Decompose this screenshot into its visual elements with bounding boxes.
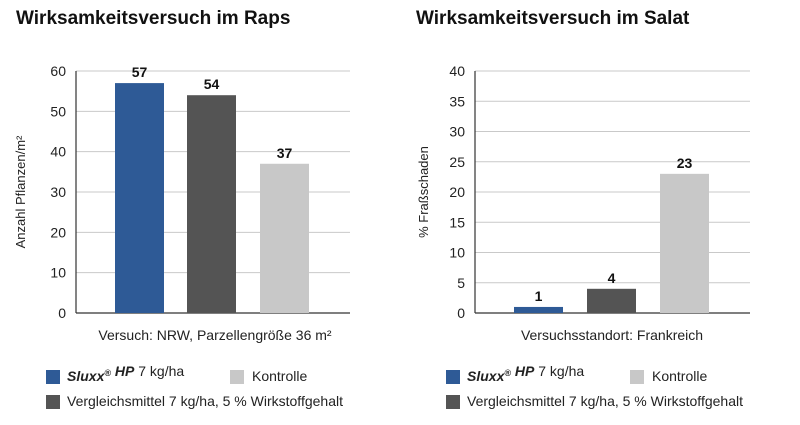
chart2-legend-swatch-control [630, 370, 644, 384]
chart1-legend-control: Kontrolle [252, 368, 307, 384]
chart2-y-axis-label: % Fraßschaden [416, 146, 431, 238]
chart2-legend-brand-suffix: HP [511, 363, 535, 379]
chart2-data-label: 23 [677, 155, 693, 171]
chart2-ytick-label: 25 [449, 154, 465, 170]
chart2-bar [660, 173, 709, 313]
chart1-ytick-label: 10 [50, 265, 66, 281]
chart1-bar [115, 83, 164, 313]
chart2-legend-sluxx: Sluxx® HP 7 kg/ha [467, 363, 584, 384]
chart1-title: Wirksamkeitsversuch im Raps [16, 8, 290, 29]
chart2-ytick-label: 35 [449, 93, 465, 109]
chart1-ytick-label: 50 [50, 103, 66, 119]
chart2-ytick-label: 20 [449, 184, 465, 200]
chart2-legend-swatch-sluxx [446, 370, 460, 384]
chart2-ytick-label: 10 [449, 245, 465, 261]
chart2-legend-brand-rate: 7 kg/ha [534, 363, 584, 379]
chart1-ytick-label: 30 [50, 184, 66, 200]
chart2-data-label: 1 [535, 288, 543, 304]
chart2-ytick-label: 0 [457, 305, 465, 321]
chart1-legend-brand-rate: 7 kg/ha [134, 363, 184, 379]
chart1-legend-brand-name: Sluxx [67, 368, 106, 384]
chart1-ytick-label: 40 [50, 144, 66, 160]
chart1-data-label: 37 [277, 145, 293, 161]
chart1-x-axis-label: Versuch: NRW, Parzellengröße 36 m² [98, 327, 332, 343]
chart2-legend-control: Kontrolle [652, 368, 707, 384]
chart2-legend-brand-mark: ® [504, 368, 511, 378]
chart1-legend-comparison: Vergleichsmittel 7 kg/ha, 5 % Wirkstoffg… [67, 393, 343, 409]
chart1-legend-brand-suffix: HP [111, 363, 135, 379]
chart1-bar [260, 163, 309, 313]
chart1-y-axis-label: Anzahl Pflanzen/m² [13, 135, 28, 248]
chart1-data-label: 54 [204, 76, 220, 92]
chart1-ytick-label: 60 [50, 63, 66, 79]
chart2-ytick-label: 30 [449, 124, 465, 140]
chart1-ytick-label: 0 [58, 305, 66, 321]
chart2-bar [514, 306, 563, 313]
chart2-x-axis-label: Versuchsstandort: Frankreich [521, 327, 703, 343]
chart1-legend-sluxx: Sluxx® HP 7 kg/ha [67, 363, 184, 384]
chart1-legend-swatch-sluxx [46, 370, 60, 384]
chart2-legend-brand-name: Sluxx [467, 368, 506, 384]
chart2-ytick-label: 15 [449, 214, 465, 230]
chart2-bar [587, 288, 636, 313]
chart1-ytick-label: 20 [50, 224, 66, 240]
chart2-ytick-label: 5 [457, 275, 465, 291]
chart2-ytick-label: 40 [449, 63, 465, 79]
chart2-legend-comparison: Vergleichsmittel 7 kg/ha, 5 % Wirkstoffg… [467, 393, 743, 409]
chart1-data-label: 57 [132, 64, 148, 80]
chart2-title: Wirksamkeitsversuch im Salat [416, 8, 690, 29]
chart1-bar [187, 95, 236, 313]
chart1-legend-swatch-control [230, 370, 244, 384]
chart1-legend-swatch-comparison [46, 395, 60, 409]
chart1-legend-brand-mark: ® [104, 368, 111, 378]
chart2-legend-swatch-comparison [446, 395, 460, 409]
chart2-data-label: 4 [608, 270, 616, 286]
